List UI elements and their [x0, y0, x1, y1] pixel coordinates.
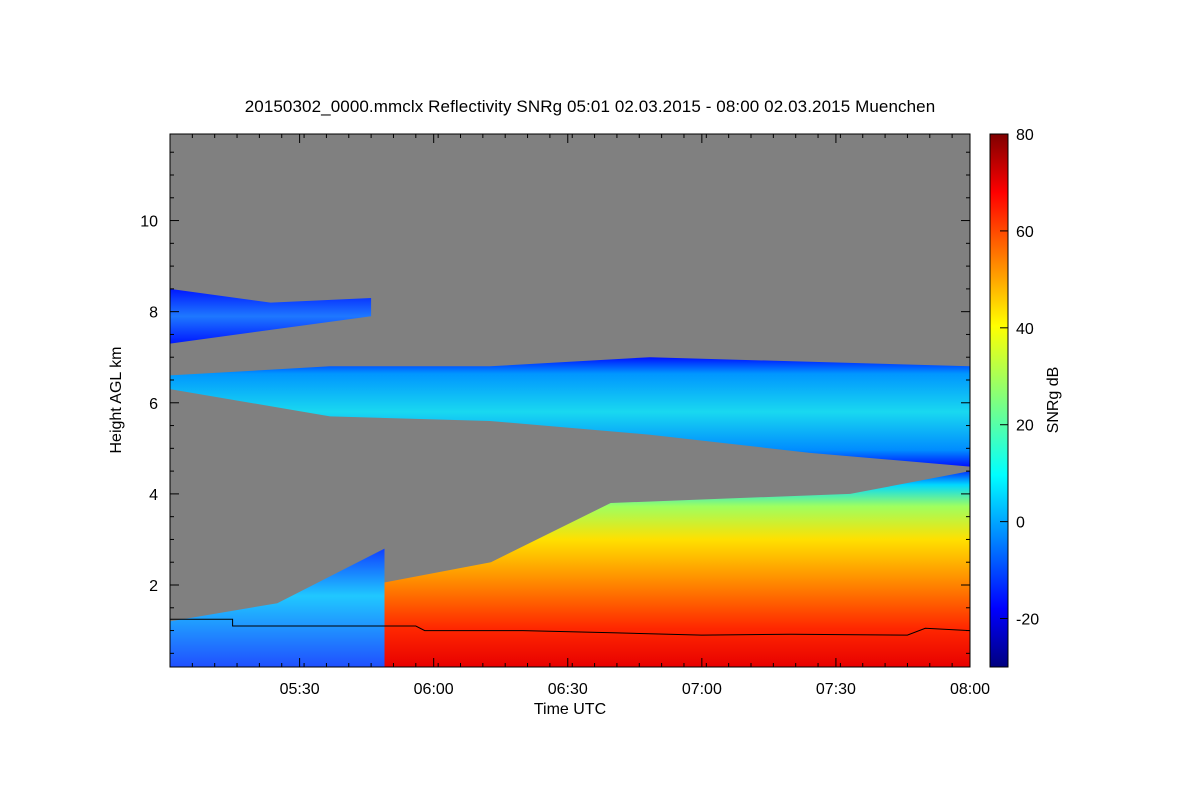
x-tick-label: 05:30: [280, 681, 320, 698]
colorbar-tick-label: 40: [1016, 321, 1034, 338]
y-tick-label: 2: [149, 578, 158, 595]
layer-precipitation: [371, 471, 970, 667]
x-tick-label: 08:00: [950, 681, 990, 698]
plot-frame: [169, 133, 971, 668]
x-tick-label: 06:00: [414, 681, 454, 698]
chart-title: 20150302_0000.mmclx Reflectivity SNRg 05…: [244, 97, 936, 116]
x-axis-title: Time UTC: [534, 701, 606, 718]
colorbar-title: SNRg dB: [1045, 367, 1062, 434]
colorbar-ticks: -20 0 20 40 60 80: [1000, 127, 1039, 629]
y-tick-label: 4: [149, 487, 158, 504]
layer-mid-level-cloud: [170, 357, 970, 467]
colorbar-tick-label: 80: [1016, 127, 1034, 144]
x-tick-label: 07:00: [682, 681, 722, 698]
layer-low-drizzle: [170, 548, 385, 667]
axis-ticks: 05:30 06:00 06:30 07:00 07:30 08:00 2 4 6 8 10: [140, 134, 990, 698]
y-tick-label: 10: [140, 214, 158, 231]
colorbar-tick-label: 20: [1016, 418, 1034, 435]
x-tick-label: 06:30: [548, 681, 588, 698]
boundary-layer-line: [170, 618, 971, 636]
colorbar-tick-label: 60: [1016, 224, 1034, 241]
colorbar-tick-label: -20: [1016, 612, 1039, 629]
cloud-layers: [170, 288, 970, 667]
colorbar-tick-label: 0: [1016, 515, 1025, 532]
y-axis-title: Height AGL km: [108, 346, 125, 453]
layer-upper-cirrus: [170, 288, 372, 344]
x-tick-label: 07:30: [816, 681, 856, 698]
y-tick-label: 6: [149, 396, 158, 413]
colorbar: [989, 133, 1009, 668]
y-tick-label: 8: [149, 305, 158, 322]
